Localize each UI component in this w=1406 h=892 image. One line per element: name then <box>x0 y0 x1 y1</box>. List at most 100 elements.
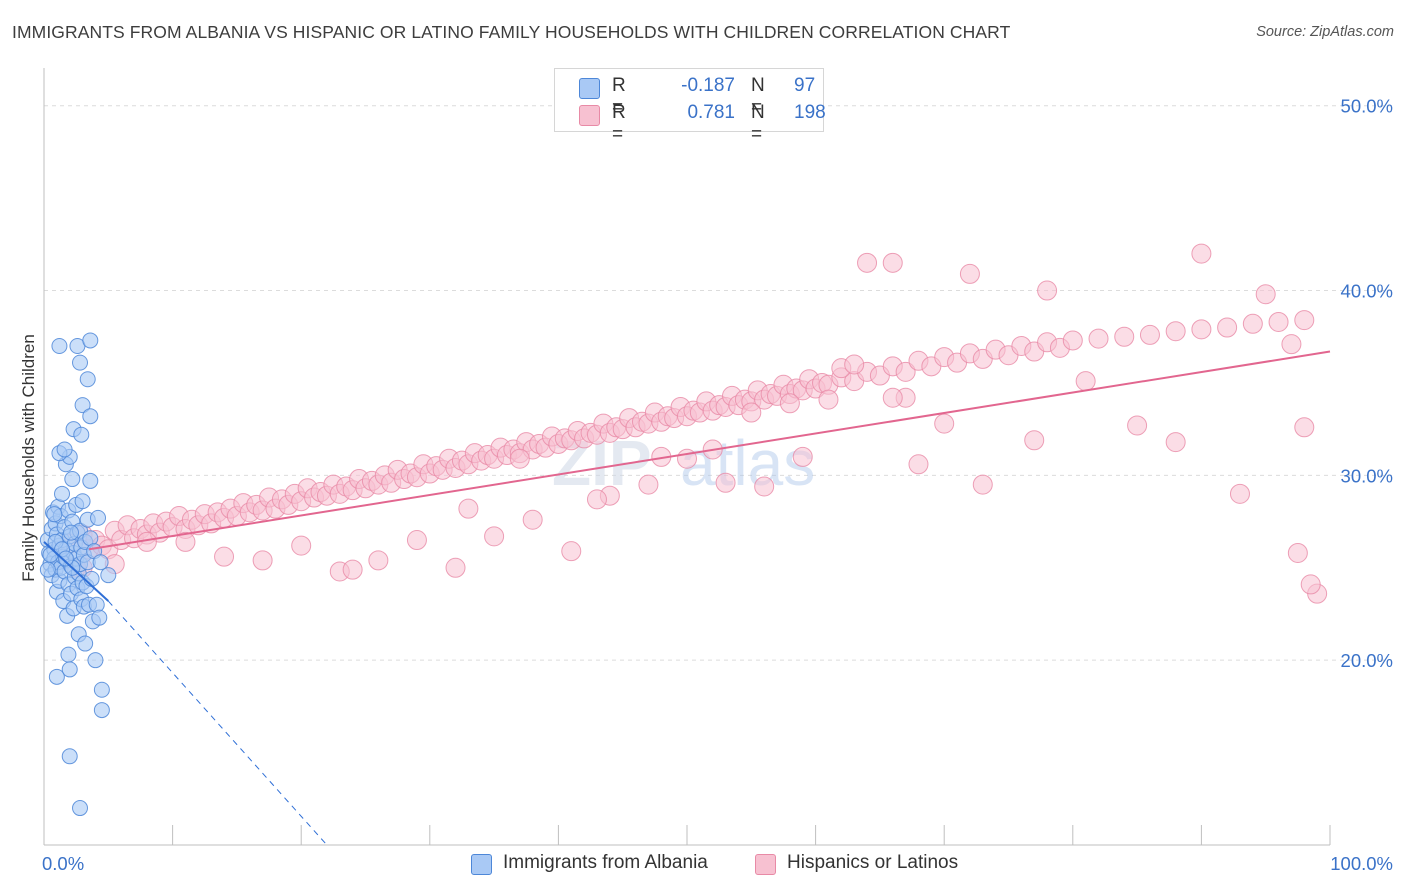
data-point-hispanics <box>1165 321 1186 342</box>
legend-swatch-pink <box>579 105 600 126</box>
data-point-albania <box>61 661 78 678</box>
data-point-hispanics <box>1114 326 1135 347</box>
data-point-hispanics <box>972 474 993 495</box>
data-point-albania <box>87 652 104 669</box>
data-point-albania <box>92 554 109 571</box>
data-point-albania <box>57 550 74 567</box>
data-point-hispanics <box>1300 574 1321 595</box>
data-point-hispanics <box>522 509 543 530</box>
data-point-hispanics <box>857 252 878 273</box>
correlation-legend: R = -0.187 N = 97 R = 0.781 N = 198 <box>554 68 826 145</box>
data-point-albania <box>82 332 99 349</box>
data-point-albania <box>90 509 107 526</box>
data-point-hispanics <box>1139 324 1160 345</box>
data-point-albania <box>79 371 96 388</box>
data-point-hispanics <box>561 541 582 562</box>
data-point-hispanics <box>509 448 530 469</box>
data-point-hispanics <box>882 387 903 408</box>
series-albania-points <box>39 332 117 817</box>
data-point-albania <box>88 596 105 613</box>
data-point-hispanics <box>715 472 736 493</box>
data-point-hispanics <box>1294 417 1315 438</box>
data-point-hispanics <box>586 489 607 510</box>
data-point-hispanics <box>1255 284 1276 305</box>
legend-n-value: 198 <box>794 102 826 123</box>
data-point-albania <box>72 354 89 371</box>
data-point-hispanics <box>1062 330 1083 351</box>
x-tick-label: 0.0% <box>42 853 84 874</box>
trend-line-albania <box>43 541 109 602</box>
bottom-legend-hispanics: Hispanics or Latinos <box>755 851 985 877</box>
legend-swatch-blue <box>579 78 600 99</box>
data-point-hispanics <box>214 546 235 567</box>
data-point-albania <box>51 337 68 354</box>
trend-lines <box>43 350 1331 846</box>
data-point-albania <box>54 485 71 502</box>
data-point-albania <box>46 506 63 523</box>
data-point-hispanics <box>342 559 363 580</box>
data-point-hispanics <box>638 474 659 495</box>
data-point-albania <box>74 397 91 414</box>
trend-line-hispanics <box>88 350 1331 551</box>
data-point-hispanics <box>1268 311 1289 332</box>
data-point-hispanics <box>908 454 929 475</box>
data-point-albania <box>83 570 100 587</box>
data-point-hispanics <box>368 550 389 571</box>
y-tick-label: 30.0% <box>1341 465 1393 486</box>
legend-r-label: R = <box>612 75 626 118</box>
data-point-hispanics <box>484 526 505 547</box>
data-point-albania <box>63 524 80 541</box>
data-point-albania <box>60 646 77 663</box>
legend-r-label: R = <box>612 102 626 145</box>
y-tick-label: 40.0% <box>1341 281 1393 302</box>
data-point-hispanics <box>458 498 479 519</box>
data-point-hispanics <box>1127 415 1148 436</box>
data-point-hispanics <box>406 530 427 551</box>
trend-line-albania-extension <box>107 600 328 846</box>
legend-n-label: N = <box>751 102 765 145</box>
data-point-hispanics <box>1294 310 1315 331</box>
data-point-albania <box>82 408 99 425</box>
data-point-hispanics <box>844 354 865 375</box>
data-point-hispanics <box>1281 334 1302 355</box>
data-point-albania <box>73 426 90 443</box>
data-point-albania <box>72 800 89 817</box>
data-point-hispanics <box>741 402 762 423</box>
data-point-albania <box>48 668 65 685</box>
bottom-legend-swatch-blue <box>471 854 492 875</box>
data-point-hispanics <box>1088 328 1109 349</box>
source-label: Source: ZipAtlas.com <box>1256 24 1394 40</box>
data-point-albania <box>64 471 81 488</box>
data-point-hispanics <box>792 446 813 467</box>
data-point-albania <box>93 702 110 719</box>
data-point-hispanics <box>1024 430 1045 451</box>
data-point-albania <box>61 748 78 765</box>
legend-r-value: -0.187 <box>681 75 735 96</box>
data-point-hispanics <box>1037 280 1058 301</box>
data-point-hispanics <box>291 535 312 556</box>
data-point-hispanics <box>934 413 955 434</box>
data-point-albania <box>56 441 73 458</box>
y-tick-label: 50.0% <box>1341 96 1393 117</box>
data-point-albania <box>39 561 56 578</box>
data-point-hispanics <box>882 252 903 273</box>
data-point-hispanics <box>1191 319 1212 340</box>
data-point-hispanics <box>818 389 839 410</box>
legend-n-label: N = <box>751 75 765 118</box>
data-point-hispanics <box>1229 483 1250 504</box>
data-point-hispanics <box>1075 371 1096 392</box>
data-point-hispanics <box>959 263 980 284</box>
chart-title: IMMIGRANTS FROM ALBANIA VS HISPANIC OR L… <box>12 22 1011 42</box>
data-point-hispanics <box>1217 317 1238 338</box>
data-point-albania <box>74 493 91 510</box>
data-point-hispanics <box>175 531 196 552</box>
data-point-hispanics <box>252 550 273 571</box>
data-point-albania <box>100 567 117 584</box>
data-point-hispanics <box>754 476 775 497</box>
data-point-albania <box>82 472 99 489</box>
y-axis-title: Family Households with Children <box>19 334 38 582</box>
data-point-albania <box>77 635 94 652</box>
data-point-hispanics <box>895 361 916 382</box>
bottom-legend-label: Immigrants from Albania <box>503 852 708 873</box>
